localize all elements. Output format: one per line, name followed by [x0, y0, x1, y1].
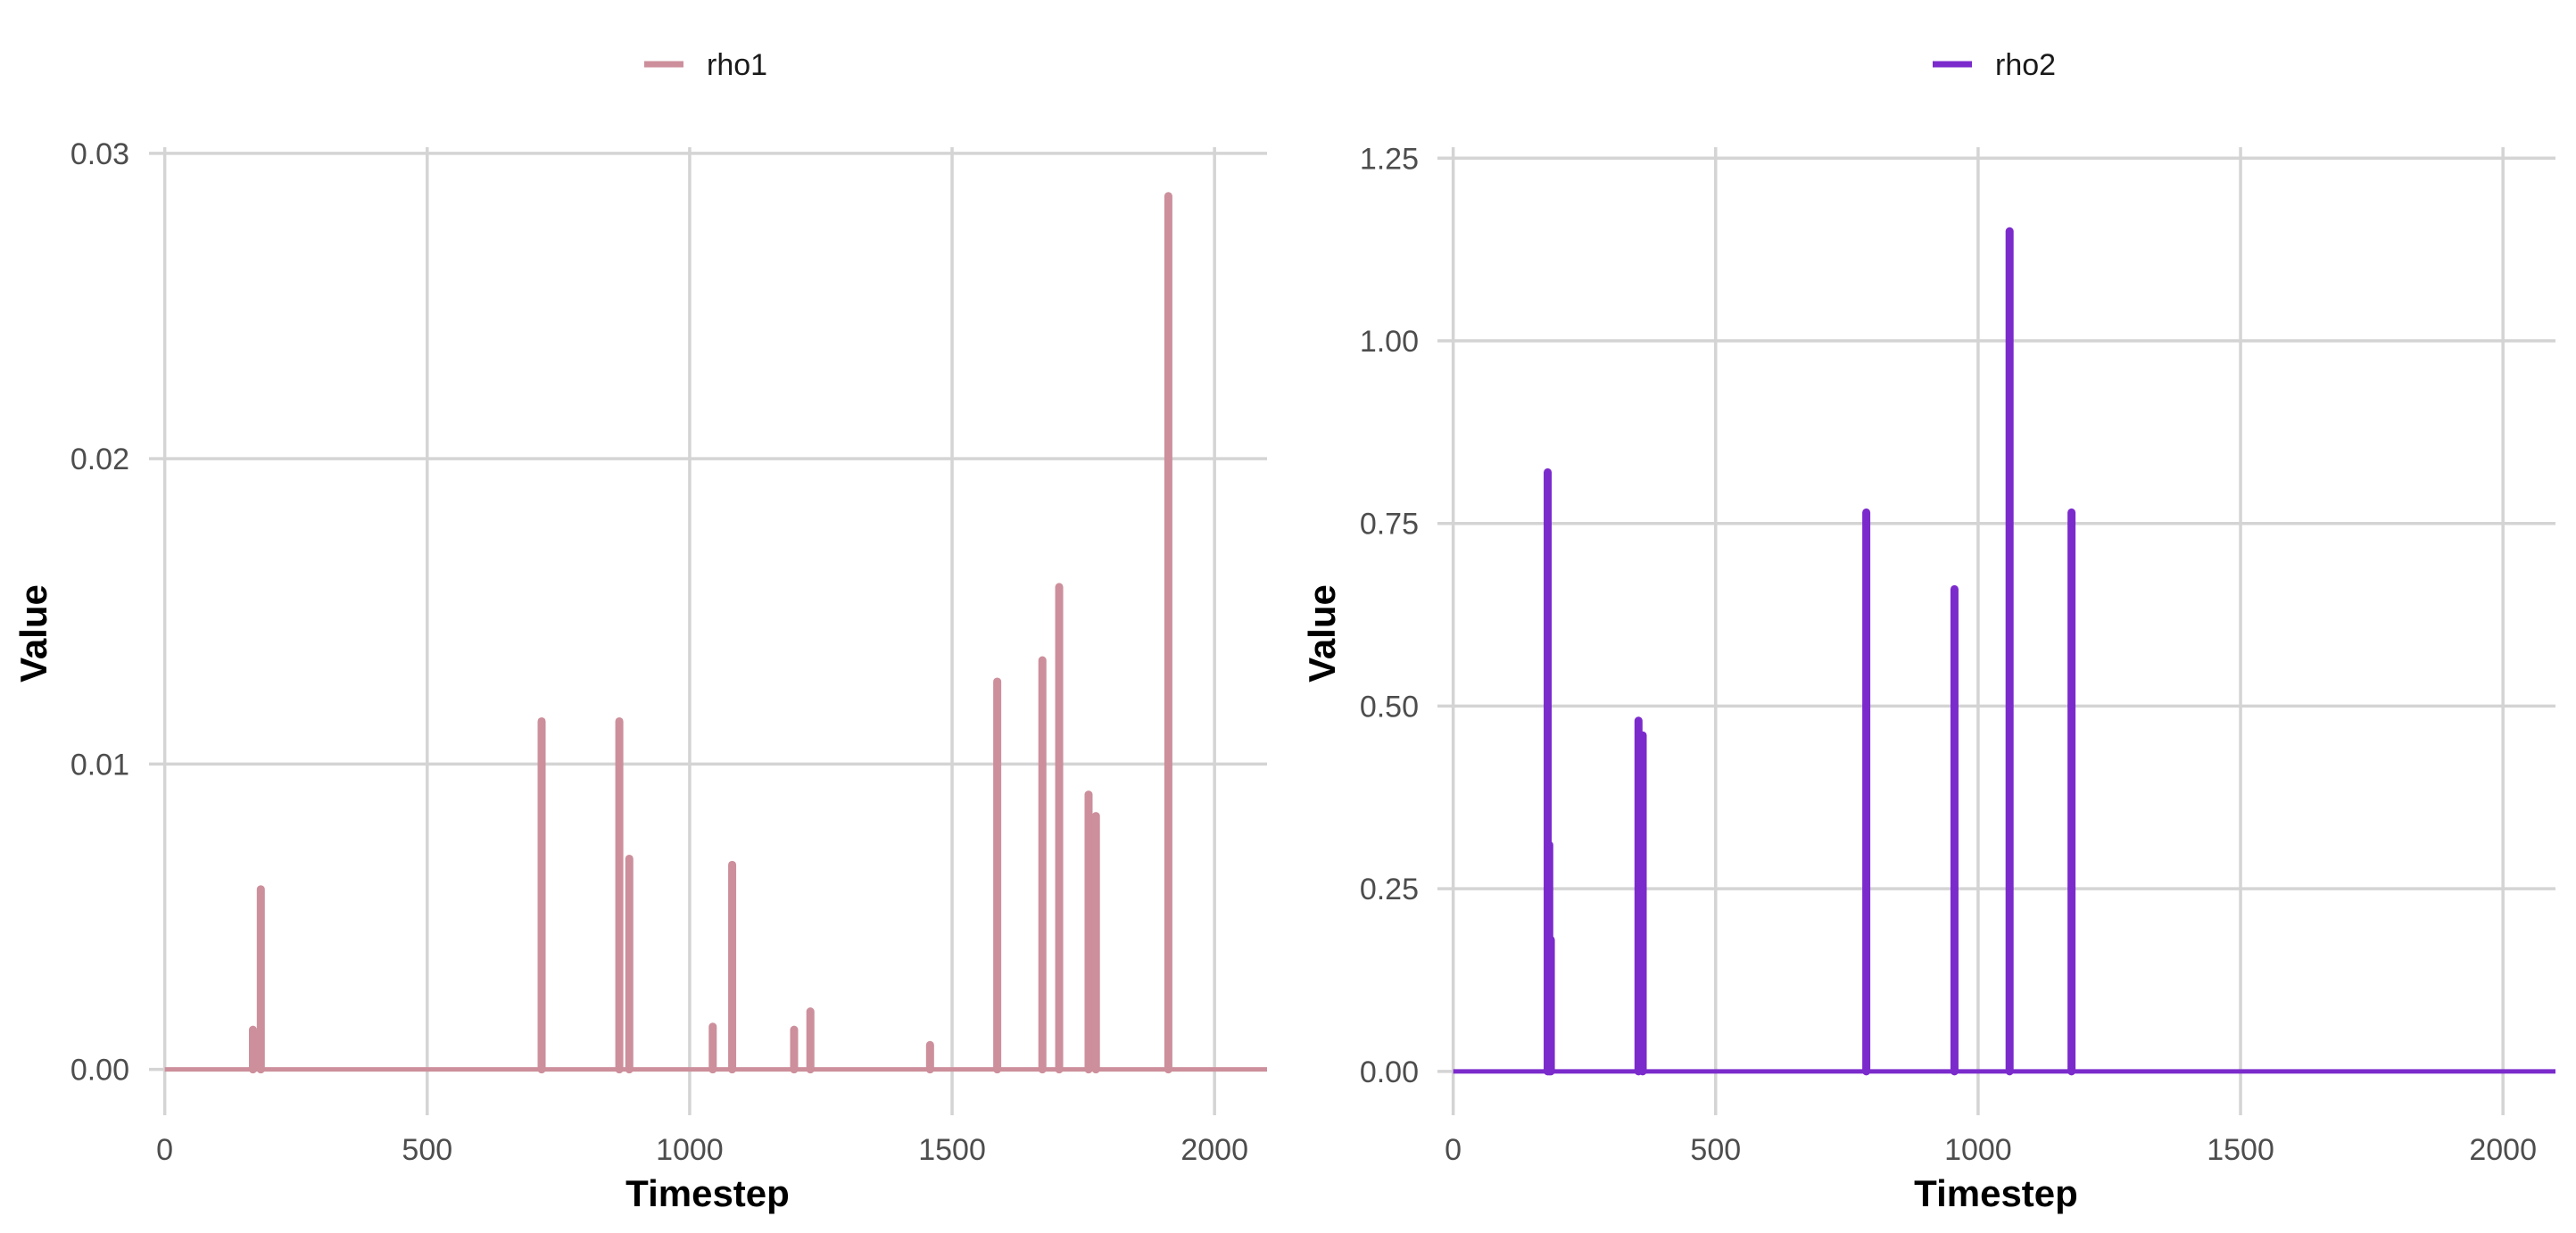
y-tick-label: 0.00	[70, 1054, 129, 1088]
x-tick-label: 1500	[2207, 1133, 2274, 1167]
x-tick-label: 2000	[1180, 1133, 1248, 1167]
y-tick-label: 1.00	[1360, 325, 1419, 359]
y-tick-label: 0.03	[70, 137, 129, 171]
x-axis-title-rho2: Timestep	[1914, 1172, 2078, 1214]
y-tick-label: 0.02	[70, 443, 129, 476]
legend-label-rho1: rho1	[707, 48, 767, 82]
legend-rho1: rho1	[644, 48, 767, 82]
y-axis-title-rho2: Value	[1301, 584, 1343, 683]
x-tick-label: 1000	[1944, 1133, 2012, 1167]
x-tick-label: 2000	[2469, 1133, 2537, 1167]
panel-rho2: rho2 0 500 1000 1500 2000 0.00 0.25 0.50 0.75 1.0…	[1301, 48, 2555, 1214]
x-tick-label: 1500	[918, 1133, 986, 1167]
panel-rho1: rho1 0 500 1000 1500 2000 0.00 0.01 0.02 0.03 Ti…	[12, 48, 1267, 1214]
legend-label-rho2: rho2	[1995, 48, 2056, 82]
y-tick-label: 0.75	[1360, 508, 1419, 542]
x-tick-label: 500	[1690, 1133, 1741, 1167]
legend-rho2: rho2	[1933, 48, 2056, 82]
y-tick-label: 0.01	[70, 748, 129, 782]
x-tick-label: 0	[156, 1133, 173, 1167]
y-tick-label: 1.25	[1360, 142, 1419, 176]
plot-area-rho1: 0 500 1000 1500 2000 0.00 0.01 0.02 0.03	[70, 137, 1267, 1167]
y-tick-label: 0.50	[1360, 690, 1419, 724]
x-tick-label: 500	[402, 1133, 452, 1167]
x-tick-label: 1000	[656, 1133, 724, 1167]
y-axis-title-rho1: Value	[12, 584, 54, 683]
x-axis-title-rho1: Timestep	[625, 1172, 790, 1214]
plot-area-rho2: 0 500 1000 1500 2000 0.00 0.25 0.50 0.75 1.00 1.25	[1360, 142, 2555, 1167]
y-tick-label: 0.25	[1360, 873, 1419, 906]
y-tick-label: 0.00	[1360, 1055, 1419, 1089]
x-tick-label: 0	[1445, 1133, 1462, 1167]
